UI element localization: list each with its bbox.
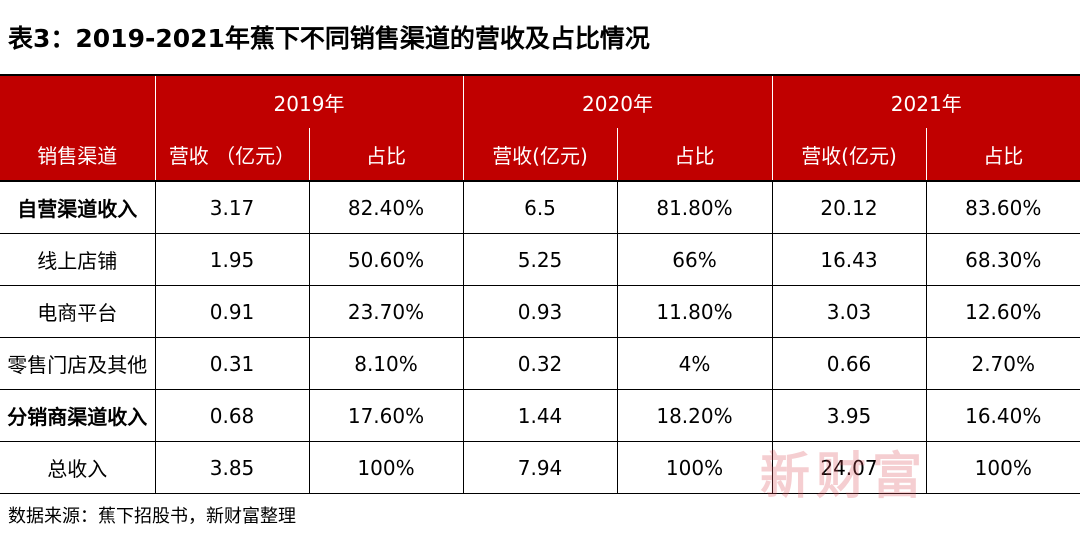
- revenue-cell: 0.32: [462, 337, 617, 390]
- share-cell: 23.70%: [308, 285, 463, 338]
- share-cell: 82.40%: [308, 180, 463, 234]
- row-label: 零售门店及其他: [0, 337, 155, 390]
- revenue-cell: 5.25: [462, 233, 617, 286]
- data-source-note: 数据来源：蕉下招股书，新财富整理: [8, 506, 296, 527]
- revenue-cell: 0.31: [154, 337, 309, 390]
- share-cell: 81.80%: [616, 180, 772, 234]
- share-cell: 100%: [616, 441, 772, 494]
- top-rule: [0, 74, 1080, 76]
- table-row: 线上店铺 1.95 50.60% 5.25 66% 16.43 68.30%: [0, 233, 1080, 286]
- share-cell: 17.60%: [308, 389, 463, 442]
- table-header: 2019年 2020年 2021年 销售渠道 营收 （亿元） 占比 营收(亿元)…: [0, 76, 1080, 181]
- subheader-revenue-2019: 营收 （亿元）: [154, 128, 309, 181]
- table-body: 自营渠道收入 3.17 82.40% 6.5 81.80% 20.12 83.60% 线上店铺…: [0, 180, 1080, 494]
- revenue-cell: 3.17: [154, 180, 309, 234]
- share-cell: 83.60%: [925, 180, 1080, 234]
- table-row: 分销商渠道收入 0.68 17.60% 1.44 18.20% 3.95 16.40%: [0, 389, 1080, 442]
- revenue-table: 2019年 2020年 2021年 销售渠道 营收 （亿元） 占比 营收(亿元)…: [0, 76, 1080, 494]
- revenue-cell: 20.12: [771, 180, 926, 234]
- share-cell: 12.60%: [925, 285, 1080, 338]
- year-header-2019: 2019年: [154, 76, 463, 128]
- table-row: 电商平台 0.91 23.70% 0.93 11.80% 3.03 12.60%: [0, 285, 1080, 338]
- revenue-cell: 6.5: [462, 180, 617, 234]
- revenue-cell: 16.43: [771, 233, 926, 286]
- subheader-revenue-2021: 营收(亿元): [771, 128, 926, 181]
- revenue-cell: 0.66: [771, 337, 926, 390]
- revenue-cell: 3.03: [771, 285, 926, 338]
- share-cell: 8.10%: [308, 337, 463, 390]
- row-label: 线上店铺: [0, 233, 155, 286]
- row-label: 电商平台: [0, 285, 155, 338]
- share-cell: 66%: [616, 233, 772, 286]
- table-row: 零售门店及其他 0.31 8.10% 0.32 4% 0.66 2.70%: [0, 337, 1080, 390]
- revenue-cell: 1.95: [154, 233, 309, 286]
- share-cell: 50.60%: [308, 233, 463, 286]
- revenue-cell: 3.95: [771, 389, 926, 442]
- share-cell: 68.30%: [925, 233, 1080, 286]
- table-row: 总收入 3.85 100% 7.94 100% 24.07 100%: [0, 441, 1080, 494]
- share-cell: 11.80%: [616, 285, 772, 338]
- revenue-cell: 0.91: [154, 285, 309, 338]
- revenue-cell: 7.94: [462, 441, 617, 494]
- subheader-share-2021: 占比: [925, 128, 1080, 181]
- share-cell: 100%: [308, 441, 463, 494]
- revenue-cell: 0.93: [462, 285, 617, 338]
- header-blank-cell: [0, 76, 155, 128]
- share-cell: 100%: [925, 441, 1080, 494]
- row-label: 分销商渠道收入: [0, 389, 155, 442]
- revenue-cell: 24.07: [771, 441, 926, 494]
- subheader-share-2020: 占比: [616, 128, 772, 181]
- page-title: 表3：2019-2021年蕉下不同销售渠道的营收及占比情况: [8, 24, 650, 53]
- subheader-revenue-2020: 营收(亿元): [462, 128, 617, 181]
- year-header-2021: 2021年: [771, 76, 1080, 128]
- revenue-cell: 3.85: [154, 441, 309, 494]
- revenue-cell: 1.44: [462, 389, 617, 442]
- row-label: 总收入: [0, 441, 155, 494]
- revenue-cell: 0.68: [154, 389, 309, 442]
- table-row: 自营渠道收入 3.17 82.40% 6.5 81.80% 20.12 83.60%: [0, 180, 1080, 234]
- share-cell: 4%: [616, 337, 772, 390]
- channel-header: 销售渠道: [0, 128, 155, 181]
- share-cell: 18.20%: [616, 389, 772, 442]
- share-cell: 16.40%: [925, 389, 1080, 442]
- row-label: 自营渠道收入: [0, 180, 155, 234]
- share-cell: 2.70%: [925, 337, 1080, 390]
- subheader-share-2019: 占比: [308, 128, 463, 181]
- year-header-2020: 2020年: [462, 76, 772, 128]
